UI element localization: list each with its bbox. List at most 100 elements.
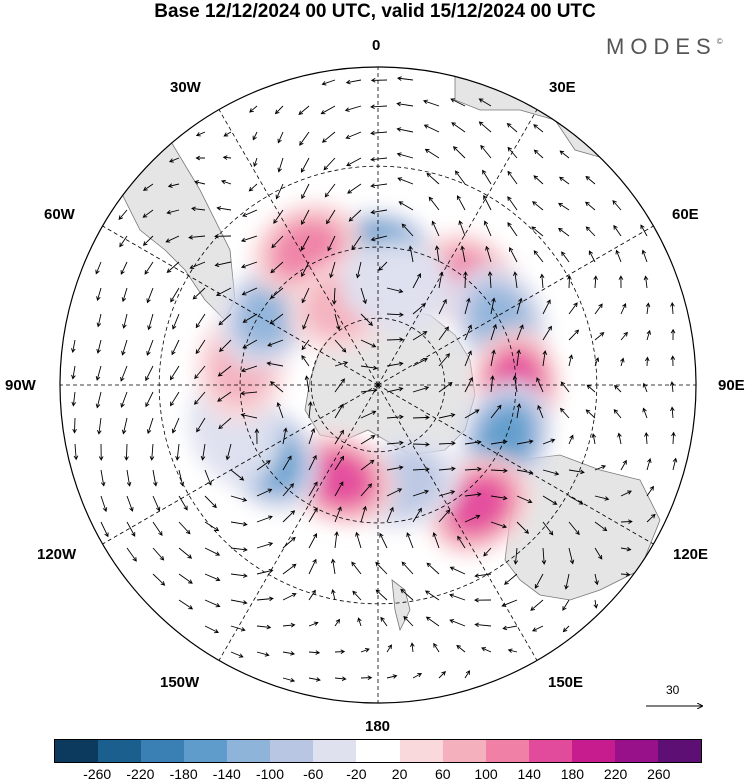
wind-arrow — [568, 354, 574, 367]
wind-arrow — [352, 590, 362, 601]
wind-arrow — [532, 625, 544, 632]
wind-arrow — [334, 531, 339, 549]
wind-arrow — [242, 209, 258, 217]
wind-arrow — [588, 250, 596, 263]
wind-arrow — [620, 572, 631, 577]
wind-arrow — [145, 391, 154, 408]
wind-arrow — [568, 469, 585, 475]
wind-arrow — [152, 547, 165, 561]
wind-arrow — [355, 261, 362, 279]
wind-arrow — [396, 101, 414, 107]
wind-arrow — [542, 495, 558, 505]
wind-arrow — [507, 146, 518, 159]
wind-arrow — [542, 325, 552, 341]
wind-arrow — [412, 331, 428, 341]
wind-arrow — [370, 78, 388, 83]
wind-reference-label: 30 — [666, 683, 680, 697]
wind-arrow — [386, 506, 394, 523]
lon-label-120e: 120E — [673, 546, 709, 563]
wind-arrow — [204, 521, 220, 532]
colorbar-tick-label: -100 — [255, 766, 285, 782]
wind-arrow — [438, 298, 447, 315]
wind-arrow — [72, 417, 77, 434]
wind-arrow — [542, 299, 551, 315]
wind-arrow — [464, 492, 482, 497]
wind-arrow — [256, 624, 272, 630]
wind-arrow — [568, 434, 574, 445]
wind-arrow — [438, 353, 451, 367]
wind-arrow — [360, 483, 373, 497]
wind-arrow — [585, 175, 596, 185]
wind-arrow — [426, 562, 440, 575]
wind-arrow — [145, 365, 154, 382]
wind-arrow — [248, 183, 258, 192]
wind-arrow — [594, 547, 603, 560]
colorbar-tick-label: -140 — [212, 766, 241, 782]
wind-arrow — [334, 403, 344, 419]
wind-arrow — [594, 573, 599, 586]
wind-arrow — [124, 443, 129, 461]
wind-arrow — [219, 339, 232, 352]
wind-arrow — [644, 356, 650, 367]
wind-arrow — [152, 521, 163, 537]
wind-arrow — [126, 521, 136, 537]
wind-arrow — [482, 169, 492, 185]
wind-arrow — [100, 495, 108, 513]
wind-arrow — [242, 313, 258, 323]
wind-arrow — [191, 206, 206, 212]
wind-arrow — [490, 323, 498, 341]
colorbar-tick-label: 180 — [560, 766, 585, 782]
wind-arrow — [334, 481, 344, 497]
wind-arrow — [217, 365, 232, 377]
wind-arrow — [195, 155, 206, 161]
wind-arrow — [95, 261, 102, 275]
wind-arrow — [516, 349, 521, 367]
wind-arrow — [168, 157, 180, 163]
wind-arrow — [530, 599, 544, 611]
wind-arrow — [192, 287, 206, 300]
wind-arrow — [323, 157, 336, 171]
wind-arrow — [282, 563, 297, 575]
map-title: Base 12/12/2024 00 UTC, valid 15/12/2024… — [154, 1, 596, 22]
wind-arrow — [438, 441, 456, 446]
wind-arrow — [516, 521, 530, 534]
wind-arrow — [241, 287, 258, 296]
wind-arrow — [396, 76, 414, 81]
wind-arrow — [256, 460, 271, 471]
wind-arrow — [449, 566, 466, 575]
wind-arrow — [507, 648, 518, 653]
wind-arrow — [485, 245, 492, 263]
lon-label-60e: 60E — [672, 206, 699, 223]
wind-arrow — [218, 313, 232, 326]
wind-arrow — [412, 466, 430, 472]
wind-arrow — [324, 183, 336, 198]
wind-arrow — [464, 376, 473, 393]
wind-arrow — [542, 521, 554, 536]
wind-arrow — [178, 599, 194, 610]
wind-arrow — [424, 148, 440, 159]
wind-arrow — [320, 105, 336, 115]
wind-arrow — [370, 209, 388, 215]
wind-arrow — [334, 506, 342, 523]
wind-arrow — [567, 275, 572, 289]
wind-arrow — [532, 201, 544, 211]
wind-arrow — [646, 513, 656, 523]
colorbar-swatch — [485, 740, 529, 762]
wind-arrow — [223, 131, 232, 137]
wind-arrow — [474, 622, 492, 628]
meridian-line — [377, 384, 654, 545]
modes-logo: MODES© — [606, 34, 723, 59]
wind-arrow — [327, 235, 336, 252]
wind-arrow — [360, 313, 373, 326]
wind-arrow — [386, 287, 404, 294]
wind-arrow — [301, 209, 310, 226]
wind-arrow — [345, 131, 362, 140]
wind-arrow — [502, 625, 518, 631]
wind-arrow — [326, 209, 336, 225]
wind-arrow — [146, 339, 154, 356]
wind-arrow — [152, 573, 166, 586]
colorbar-tick-label: 260 — [647, 766, 671, 782]
wind-arrow — [300, 157, 310, 173]
wind-arrow — [568, 302, 578, 315]
wind-arrow — [379, 532, 388, 549]
